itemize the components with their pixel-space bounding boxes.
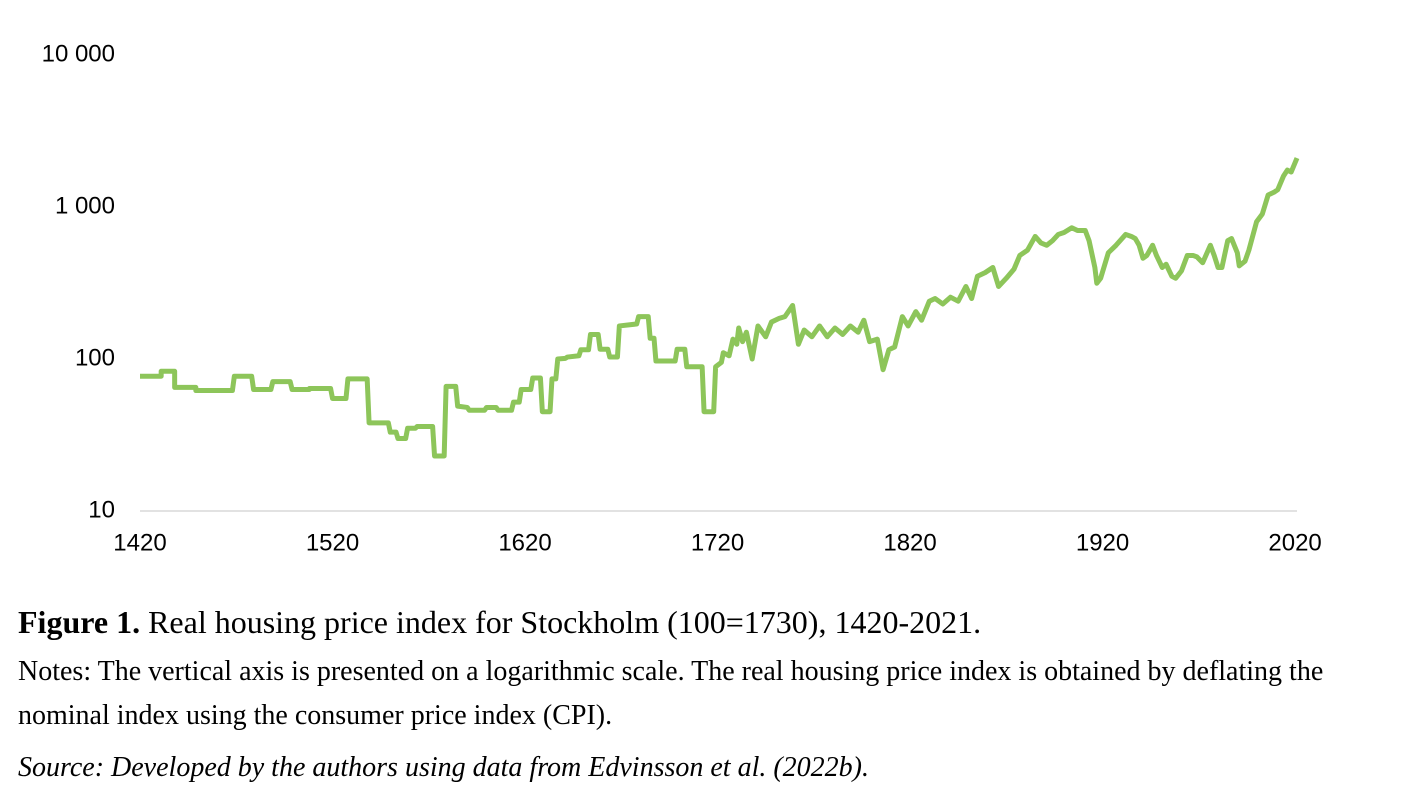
y-tick-label: 10 000 [42, 40, 115, 67]
x-tick-label: 1920 [1076, 529, 1129, 556]
notes: Notes: The vertical axis is presented on… [18, 656, 1324, 731]
figure-label: Figure 1. [18, 604, 141, 640]
x-tick-label: 2020 [1268, 529, 1321, 556]
y-tick-label: 1 000 [55, 192, 115, 219]
x-tick-label: 1420 [113, 529, 166, 556]
source: Source: Developed by the authors using d… [18, 752, 870, 783]
x-tick-label: 1720 [691, 529, 744, 556]
caption: Figure 1. Real housing price index for S… [18, 604, 981, 641]
y-tick-label: 100 [75, 344, 115, 371]
x-tick-label: 1820 [883, 529, 936, 556]
series-line [140, 157, 1300, 459]
chart: 10 100 1 000 10 000 1420 1520 1620 1720 1820 1920… [42, 40, 1322, 556]
figure-title: Real housing price index for Stockholm (… [140, 604, 982, 640]
y-tick-label: 10 [88, 496, 115, 523]
x-tick-label: 1620 [498, 529, 551, 556]
x-tick-label: 1520 [306, 529, 359, 556]
